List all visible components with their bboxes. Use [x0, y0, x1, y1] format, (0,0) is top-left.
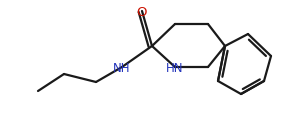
- Text: HN: HN: [166, 61, 184, 74]
- Text: O: O: [137, 5, 147, 18]
- Text: NH: NH: [113, 61, 131, 74]
